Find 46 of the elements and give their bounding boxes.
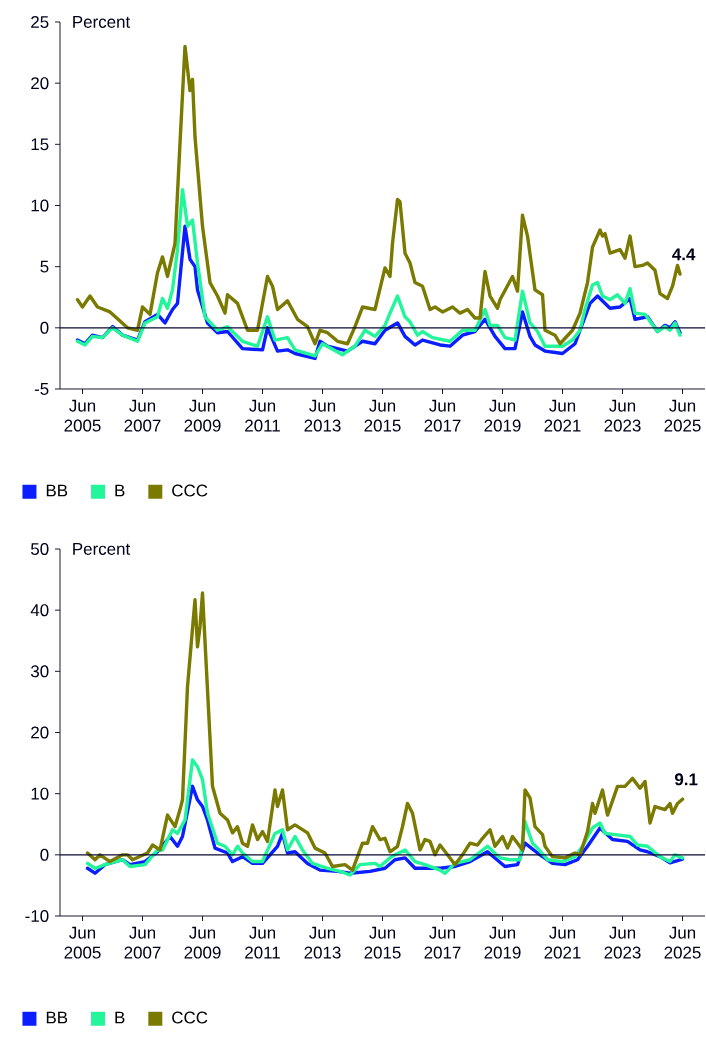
legend-label: B bbox=[115, 1011, 125, 1024]
x-tick-label: Jun 2011 bbox=[245, 926, 280, 959]
x-tick-label: Jun 2021 bbox=[544, 399, 581, 432]
y-tick-label: 30 bbox=[30, 665, 49, 678]
x-tick-label: Jun 2023 bbox=[604, 399, 641, 432]
x-tick-label: Jun 2017 bbox=[424, 926, 461, 959]
legend-label: CCC bbox=[172, 484, 208, 497]
x-tick-label: Jun 2005 bbox=[64, 926, 101, 959]
y-tick-label: 5 bbox=[40, 260, 49, 273]
y-tick-label: 50 bbox=[30, 543, 49, 555]
legend-label: B bbox=[115, 484, 125, 497]
legend-label: CCC bbox=[172, 1011, 208, 1024]
y-tick-label: 15 bbox=[31, 138, 49, 151]
x-tick-label: Jun 2017 bbox=[424, 399, 461, 432]
y-tick-label: 20 bbox=[31, 726, 49, 739]
x-tick-label: Jun 2015 bbox=[364, 399, 401, 432]
legend-label: BB bbox=[46, 484, 68, 497]
y-axis-title: Percent bbox=[73, 543, 131, 555]
y-tick-label: 20 bbox=[31, 77, 49, 90]
x-tick-label: Jun 2025 bbox=[664, 926, 701, 959]
x-tick-label: Jun 2013 bbox=[304, 926, 341, 959]
y-tick-label: 0 bbox=[40, 321, 49, 334]
x-tick-label: Jun 2019 bbox=[484, 399, 521, 432]
x-tick-label: Jun 2025 bbox=[664, 399, 701, 432]
x-tick-label: Jun 2007 bbox=[124, 399, 161, 432]
annotation: 4.4 bbox=[672, 248, 696, 261]
x-tick-label: Jun 2011 bbox=[245, 399, 280, 432]
y-axis-title: Percent bbox=[73, 16, 131, 28]
x-tick-label: Jun 2009 bbox=[184, 926, 221, 959]
x-tick-label: Jun 2019 bbox=[484, 926, 521, 959]
x-tick-label: Jun 2013 bbox=[304, 399, 341, 432]
y-tick-label: -10 bbox=[25, 910, 49, 922]
x-tick-label: Jun 2009 bbox=[184, 399, 221, 432]
legend-label: BB bbox=[46, 1011, 68, 1024]
y-tick-label: 10 bbox=[31, 199, 49, 212]
x-tick-label: Jun 2023 bbox=[604, 926, 641, 959]
y-tick-label: 0 bbox=[40, 848, 49, 861]
x-tick-label: Jun 2021 bbox=[544, 926, 581, 959]
y-tick-label: 40 bbox=[30, 604, 49, 617]
y-tick-label: -5 bbox=[34, 383, 49, 395]
x-tick-label: Jun 2005 bbox=[64, 399, 101, 432]
x-tick-label: Jun 2007 bbox=[124, 926, 161, 959]
annotation: 9.1 bbox=[674, 773, 698, 786]
y-tick-label: 10 bbox=[31, 787, 49, 800]
y-tick-label: 25 bbox=[31, 15, 49, 28]
x-tick-label: Jun 2015 bbox=[364, 926, 401, 959]
